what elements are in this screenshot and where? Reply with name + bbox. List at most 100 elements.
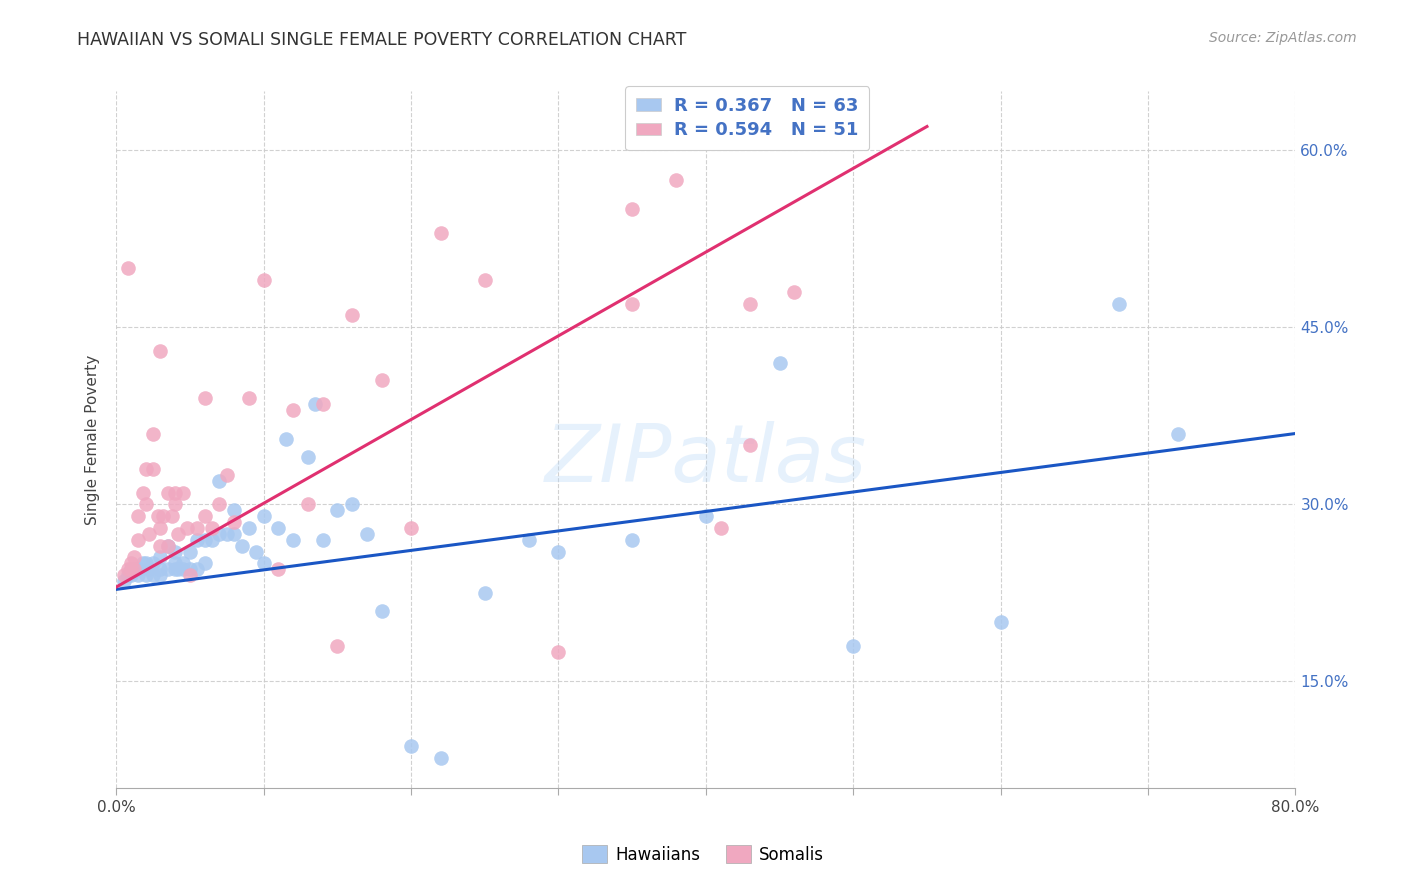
Point	[399, 739, 422, 754]
Point	[267, 521, 290, 535]
Point	[162, 509, 184, 524]
Point	[135, 462, 157, 476]
Point	[547, 645, 569, 659]
Point	[156, 539, 179, 553]
Point	[695, 509, 717, 524]
Point	[120, 557, 142, 571]
Point	[165, 557, 187, 571]
Point	[474, 273, 496, 287]
Point	[297, 497, 319, 511]
Point	[990, 615, 1012, 630]
Point	[215, 527, 238, 541]
Point	[167, 527, 190, 541]
Point	[165, 544, 187, 558]
Point	[122, 550, 145, 565]
Point	[224, 527, 246, 541]
Point	[429, 226, 451, 240]
Point	[194, 509, 217, 524]
Point	[768, 356, 790, 370]
Point	[370, 373, 392, 387]
Point	[149, 568, 172, 582]
Point	[186, 533, 208, 547]
Point	[127, 568, 149, 582]
Point	[224, 515, 246, 529]
Point	[208, 527, 231, 541]
Point	[1167, 426, 1189, 441]
Point	[179, 562, 201, 576]
Point	[127, 562, 149, 576]
Point	[621, 296, 644, 310]
Text: Source: ZipAtlas.com: Source: ZipAtlas.com	[1209, 31, 1357, 45]
Point	[186, 562, 208, 576]
Point	[429, 751, 451, 765]
Point	[281, 403, 304, 417]
Point	[176, 521, 198, 535]
Point	[120, 568, 142, 582]
Point	[142, 557, 165, 571]
Point	[138, 562, 160, 576]
Point	[142, 426, 165, 441]
Point	[135, 557, 157, 571]
Point	[215, 467, 238, 482]
Point	[194, 391, 217, 405]
Point	[165, 485, 187, 500]
Point	[186, 521, 208, 535]
Point	[149, 562, 172, 576]
Point	[135, 497, 157, 511]
Point	[117, 562, 139, 576]
Point	[127, 533, 149, 547]
Point	[122, 562, 145, 576]
Point	[194, 533, 217, 547]
Point	[149, 343, 172, 358]
Point	[370, 604, 392, 618]
Point	[738, 296, 761, 310]
Point	[117, 261, 139, 276]
Point	[842, 639, 865, 653]
Point	[224, 503, 246, 517]
Point	[208, 497, 231, 511]
Point	[326, 503, 349, 517]
Point	[172, 557, 194, 571]
Point	[112, 568, 135, 582]
Point	[340, 497, 363, 511]
Point	[149, 539, 172, 553]
Point	[165, 562, 187, 576]
Point	[311, 397, 333, 411]
Point	[194, 557, 217, 571]
Point	[399, 521, 422, 535]
Point	[710, 521, 733, 535]
Point	[267, 562, 290, 576]
Point	[142, 462, 165, 476]
Point	[120, 562, 142, 576]
Point	[120, 562, 142, 576]
Point	[326, 639, 349, 653]
Point	[152, 509, 174, 524]
Point	[304, 397, 326, 411]
Point	[738, 438, 761, 452]
Text: HAWAIIAN VS SOMALI SINGLE FEMALE POVERTY CORRELATION CHART: HAWAIIAN VS SOMALI SINGLE FEMALE POVERTY…	[77, 31, 686, 49]
Point	[179, 544, 201, 558]
Point	[156, 539, 179, 553]
Point	[281, 533, 304, 547]
Point	[1108, 296, 1130, 310]
Point	[165, 497, 187, 511]
Point	[274, 433, 297, 447]
Point	[132, 485, 155, 500]
Point	[135, 568, 157, 582]
Point	[665, 172, 688, 186]
Point	[517, 533, 540, 547]
Point	[621, 533, 644, 547]
Point	[231, 539, 253, 553]
Point	[474, 586, 496, 600]
Point	[122, 562, 145, 576]
Point	[201, 521, 224, 535]
Point	[132, 557, 155, 571]
Point	[253, 273, 276, 287]
Legend: R = 0.367   N = 63, R = 0.594   N = 51: R = 0.367 N = 63, R = 0.594 N = 51	[626, 87, 869, 150]
Point	[149, 550, 172, 565]
Point	[112, 574, 135, 588]
Point	[238, 391, 260, 405]
Point	[311, 533, 333, 547]
Point	[167, 562, 190, 576]
Point	[201, 533, 224, 547]
